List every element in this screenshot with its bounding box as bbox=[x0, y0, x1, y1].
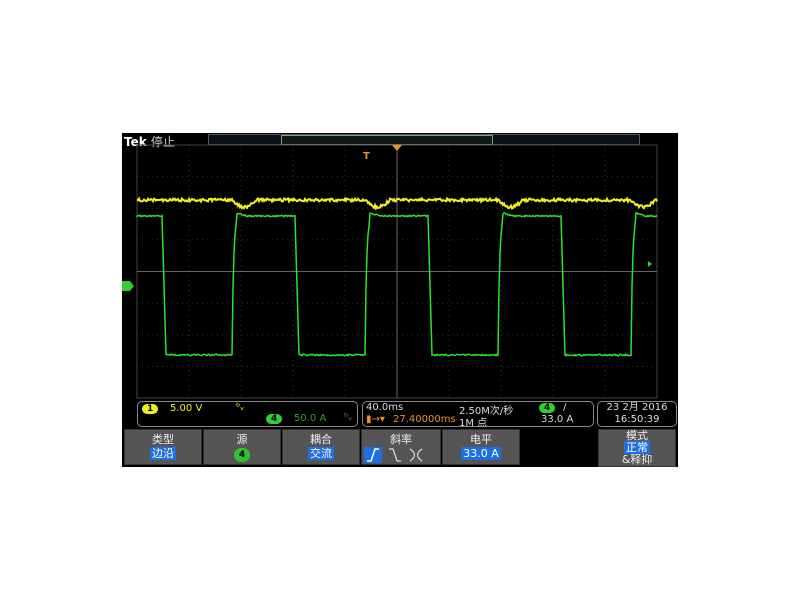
time-scale: 40.0ms bbox=[366, 402, 403, 413]
source-label: 源 bbox=[204, 433, 280, 447]
trigger-position-marker-icon bbox=[392, 145, 402, 151]
record-length: 1M 点 bbox=[459, 414, 487, 429]
coupling-value: 交流 bbox=[308, 447, 334, 460]
type-button[interactable]: 类型 边沿 bbox=[124, 429, 202, 465]
rising-slope-icon[interactable] bbox=[364, 447, 382, 463]
trigger-marker-icon: T bbox=[363, 151, 370, 162]
either-slope-icon[interactable] bbox=[407, 447, 425, 463]
ch4-ground-marker-icon bbox=[122, 281, 134, 291]
timebase-readout: 40.0ms ▮→▾ 27.40000ms 2.50M次/秒 1M 点 4 / … bbox=[362, 401, 594, 427]
waveform-graticule: T bbox=[122, 133, 678, 429]
time: 16:50:39 bbox=[598, 414, 676, 426]
type-label: 类型 bbox=[125, 433, 201, 447]
falling-slope-icon[interactable] bbox=[386, 447, 404, 463]
slope-label: 斜率 bbox=[362, 433, 440, 447]
trigger-slope: / bbox=[563, 402, 566, 413]
slope-button[interactable]: 斜率 bbox=[361, 429, 441, 465]
level-button[interactable]: 电平 33.0 A bbox=[442, 429, 520, 465]
oscilloscope-screen: Tek 停止 T 1 5.00 V ᵇᵥ 4 50.0 A ᵇᵥ 40.0ms … bbox=[122, 133, 678, 467]
datetime-readout: 23 2月 2016 16:50:39 bbox=[597, 401, 677, 427]
ch4-badge[interactable]: 4 bbox=[266, 414, 282, 424]
channel-readout: 1 5.00 V ᵇᵥ 4 50.0 A ᵇᵥ bbox=[137, 401, 358, 427]
ch1-scale: 5.00 V bbox=[170, 403, 202, 414]
holdoff-label: &释抑 bbox=[599, 454, 675, 466]
ch4-scale: 50.0 A bbox=[294, 413, 326, 424]
horizontal-position: 27.40000ms bbox=[393, 414, 456, 425]
ch1-bandwidth-icon: ᵇᵥ bbox=[236, 402, 244, 413]
source-button[interactable]: 源4 bbox=[203, 429, 281, 465]
level-value: 33.0 A bbox=[461, 447, 501, 460]
trigger-position-icon: ▮→▾ bbox=[366, 414, 385, 425]
level-label: 电平 bbox=[443, 433, 519, 447]
coupling-label: 耦合 bbox=[283, 433, 359, 447]
date: 23 2月 2016 bbox=[598, 402, 676, 414]
type-value: 边沿 bbox=[150, 447, 176, 460]
source-value: 4 bbox=[234, 448, 250, 462]
trigger-source-badge: 4 bbox=[539, 403, 555, 413]
trigger-level-marker-icon bbox=[648, 261, 652, 267]
mode-button[interactable]: 模式 正常 &释抑 bbox=[598, 429, 676, 467]
ch1-badge[interactable]: 1 bbox=[142, 404, 158, 414]
ch4-bandwidth-icon: ᵇᵥ bbox=[344, 412, 352, 423]
coupling-button[interactable]: 耦合 交流 bbox=[282, 429, 360, 465]
trigger-level: 33.0 A bbox=[541, 414, 573, 425]
